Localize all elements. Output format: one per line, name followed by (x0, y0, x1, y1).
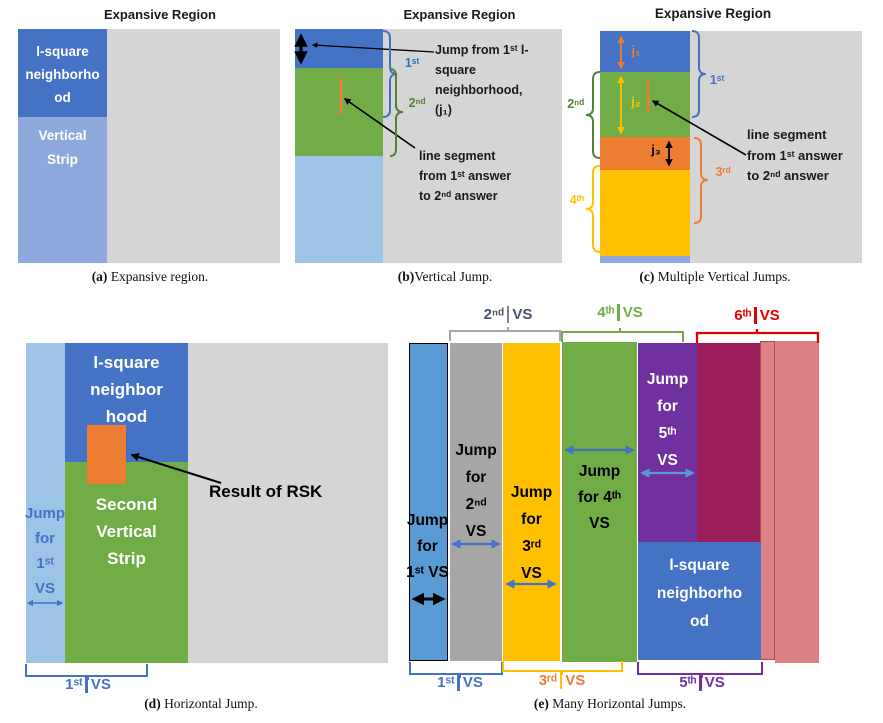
c-first-bracket-label: 1ˢᵗ (709, 73, 725, 87)
c-fourth-rect (600, 170, 690, 256)
e-lsquare-label: l-square neighborho od (656, 557, 743, 630)
d-second-vs-label: Second Vertical Strip (95, 495, 158, 568)
e-caption-tag: (e) (533, 696, 549, 711)
e-top-bracket-4th (561, 328, 684, 342)
c-j1-label: j₁ (631, 43, 641, 58)
b-caption-text: Vertical Jump. (414, 269, 493, 284)
b-second-neighborhood-rect (295, 68, 383, 156)
c-strip-sliver (600, 256, 690, 263)
e-jump1-label: Jump for 1ˢᵗ VS (406, 512, 449, 581)
e-top-6th-vs: VS (759, 307, 780, 324)
e-top-2nd-ord: 2ⁿᵈ (483, 306, 504, 323)
e-gray-strip (450, 343, 502, 661)
a-caption-text: Expansive region. (107, 269, 209, 284)
e-bottom-5th-ord: 5ᵗʰ (679, 674, 697, 691)
e-bottom-5th-label: 5ᵗʰ VS (662, 674, 742, 691)
e-bottom-5th-vs: VS (704, 674, 725, 691)
c-third-bracket-label: 3ʳᵈ (715, 165, 731, 179)
d-bracket-divider (85, 676, 88, 693)
e-top-4th-vs: VS (622, 304, 643, 321)
a-title: Expansive Region (104, 7, 216, 22)
d-result-label: Result of RSK (209, 482, 323, 501)
e-wide-pink-strip (775, 341, 819, 663)
c-lsquare-rect (600, 31, 690, 72)
e-bottom-3rd-divider (559, 672, 563, 689)
e-green-strip (562, 342, 637, 662)
e-top-2nd-label: 2ⁿᵈ VS (468, 306, 548, 323)
e-top-6th-label: 6ᵗʰ VS (717, 307, 797, 324)
e-jump2-label: Jump for 2ⁿᵈ VS (455, 442, 497, 540)
a-caption-tag: (a) (91, 269, 108, 284)
e-jump4-label: Jump for 4ᵗʰ VS (578, 463, 621, 532)
c-j3-label: j₃ (651, 142, 661, 157)
d-bracket-vs: VS (90, 676, 111, 693)
e-caption: (e) Many Horizontal Jumps. (495, 696, 725, 712)
d-caption-tag: (d) (144, 696, 161, 711)
e-top-6th-ord: 6ᵗʰ (734, 307, 752, 324)
e-bottom-1st-ord: 1ˢᵗ (437, 674, 455, 691)
c-fourth-brace (585, 165, 601, 253)
c-title: Expansive Region (654, 6, 772, 21)
b-first-bracket-label: 1ˢᵗ (404, 56, 420, 70)
d-lsquare-rect (65, 343, 188, 462)
e-jump5-label: Jump for 5ᵗʰ VS (646, 371, 689, 469)
e-lsquare-rect (638, 542, 761, 660)
a-caption: (a) Expansive region. (35, 269, 265, 285)
d-caption-text: Horizontal Jump. (160, 696, 258, 711)
e-top-2nd-vs: VS (512, 306, 533, 323)
c-fourth-bracket-label: 4ᵗʰ (569, 193, 584, 207)
a-vstrip-label: Vertical Strip (38, 128, 87, 167)
e-caption-text: Many Horizontal Jumps. (548, 696, 687, 711)
e-bottom-1st-vs: VS (462, 674, 483, 691)
c-caption-tag: (c) (639, 269, 655, 284)
b-vertical-strip-rect (295, 156, 383, 263)
c-j2-label: j₂ (631, 94, 641, 109)
e-top-4th-ord: 4ᵗʰ (597, 304, 615, 321)
d-expansive-region (188, 343, 388, 663)
e-yellow-strip (503, 343, 560, 661)
d-rsk-result-rect (87, 425, 126, 484)
a-vertical-strip-rect (18, 117, 107, 263)
b-jump-annotation: Jump from 1ˢᵗ l- square neighborhood, (j… (435, 43, 529, 117)
d-jump-label: Jump for 1ˢᵗ VS (24, 505, 65, 597)
e-top-6th-divider (754, 307, 757, 324)
e-top-4th-divider (617, 304, 620, 321)
e-bottom-1st-divider (457, 674, 460, 691)
e-top-bracket-2nd (449, 327, 561, 341)
d-jump-strip (26, 343, 65, 663)
e-top-4th-label: 4ᵗʰ VS (580, 304, 660, 321)
c-caption: (c) Multiple Vertical Jumps. (600, 269, 830, 285)
e-bottom-3rd-ord: 3ʳᵈ (538, 672, 557, 689)
b-second-bracket-label: 2ⁿᵈ (408, 96, 426, 110)
b-caption: (b)Vertical Jump. (330, 269, 560, 285)
d-second-vs-rect (65, 462, 188, 663)
e-narrow-pink-strip (760, 341, 775, 660)
b-caption-tag: (b) (397, 269, 415, 284)
b-title: Expansive Region (403, 7, 516, 22)
d-caption: (d) Horizontal Jump. (86, 696, 316, 712)
c-segment-annotation: line segment from 1ˢᵗ answer to 2ⁿᵈ answ… (747, 127, 843, 183)
a-lsquare-label: l-square neighborho od (25, 44, 100, 105)
e-bottom-1st-label: 1ˢᵗ VS (420, 674, 500, 691)
d-bracket-ord: 1ˢᵗ (65, 676, 83, 693)
e-bottom-3rd-label: 3ʳᵈ VS (522, 672, 602, 689)
c-caption-text: Multiple Vertical Jumps. (654, 269, 791, 284)
b-lsquare-rect (295, 29, 383, 68)
c-second-bracket-label: 2ⁿᵈ (567, 97, 584, 111)
e-bottom-5th-divider (699, 674, 702, 691)
b-segment-annotation: line segment from 1ˢᵗ answer to 2ⁿᵈ answ… (419, 149, 512, 203)
e-jump3-label: Jump for 3ʳᵈ VS (510, 484, 553, 582)
e-bottom-3rd-vs: VS (565, 672, 586, 689)
c-second-brace (585, 71, 601, 159)
e-blue-strip (409, 343, 448, 661)
d-lsquare-label: l-square neighbor hood (90, 353, 163, 426)
a-lsquare-rect (18, 29, 107, 117)
e-top-2nd-divider (506, 306, 510, 323)
d-first-vs-bracket-label: 1ˢᵗ VS (48, 676, 128, 693)
